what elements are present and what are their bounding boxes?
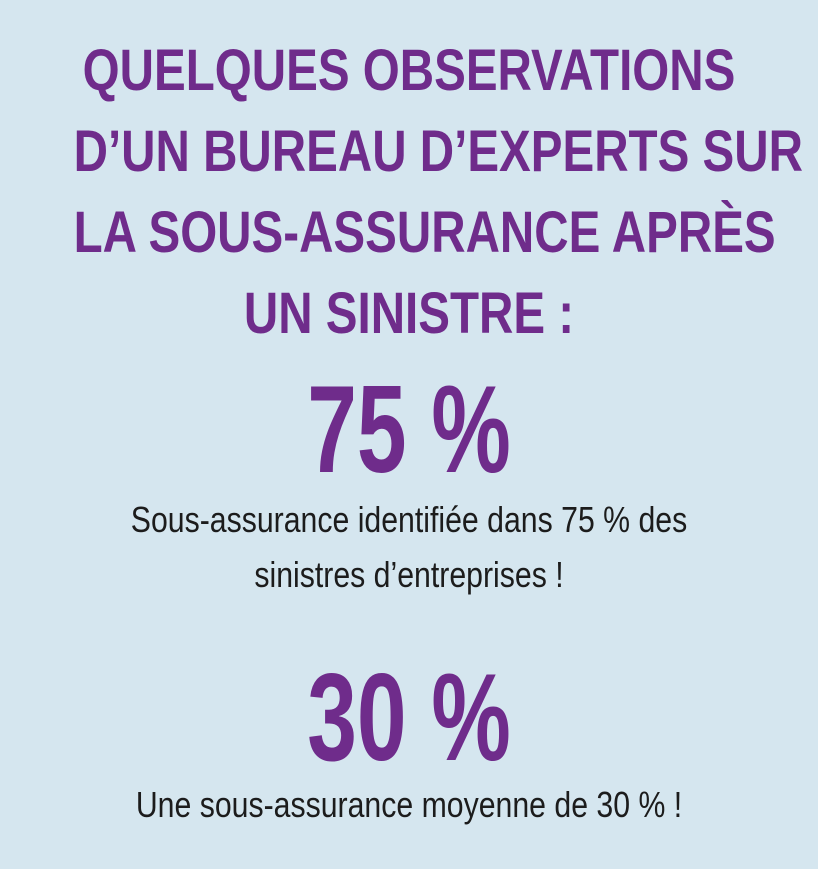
title-line: D’UN BUREAU D’EXPERTS SUR — [73, 119, 803, 184]
stat-description-line: Une sous-assurance moyenne de 30 % ! — [135, 784, 683, 825]
stat-description-average-underinsurance: Une sous-assurance moyenne de 30 % ! — [65, 777, 752, 832]
title-line: UN SINISTRE : — [243, 281, 575, 346]
infographic-title: QUELQUES OBSERVATIONS D’UN BUREAU D’EXPE… — [73, 30, 803, 354]
stat-value-average-underinsurance: 30 % — [307, 649, 511, 787]
stat-description-line: Sous-assurance identifiée dans 75 % des — [130, 499, 688, 540]
stat-value-underinsurance-rate: 75 % — [307, 361, 511, 499]
title-line: LA SOUS-ASSURANCE APRÈS — [73, 200, 776, 265]
stat-description-underinsurance-rate: Sous-assurance identifiée dans 75 % des … — [65, 492, 752, 602]
stat-description-line: sinistres d’entreprises ! — [254, 554, 564, 595]
title-line: QUELQUES OBSERVATIONS — [82, 38, 736, 103]
